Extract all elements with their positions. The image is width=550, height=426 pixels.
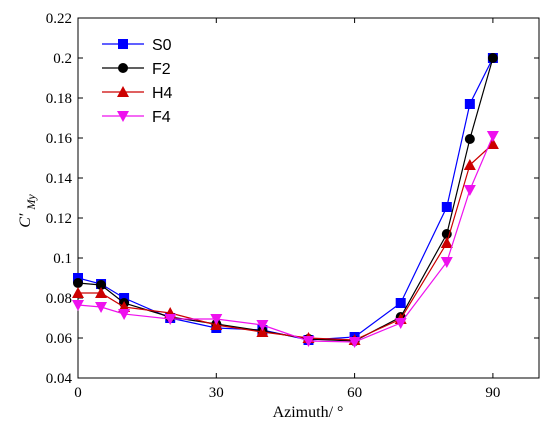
data-point-f4 xyxy=(256,320,269,331)
series-f4 xyxy=(72,131,499,348)
data-point-f4 xyxy=(348,337,361,348)
x-tick-label: 0 xyxy=(74,385,82,401)
axis-titles-group: Azimuth/ ° C′ My xyxy=(17,194,343,421)
data-point-s0 xyxy=(395,298,406,308)
y-tick-label: 0.22 xyxy=(46,11,72,27)
y-axis-title: C′ My xyxy=(17,194,38,228)
legend: S0 F2 H4 F4 xyxy=(102,37,173,126)
legend-marker-f4 xyxy=(117,111,129,122)
legend-item-s0: S0 xyxy=(102,37,172,54)
data-point-f4 xyxy=(486,131,499,142)
data-point-f4 xyxy=(95,302,108,313)
data-point-f4 xyxy=(463,185,476,196)
data-point-f4 xyxy=(302,336,315,347)
legend-item-f2: F2 xyxy=(102,61,171,78)
y-tick-label: 0.16 xyxy=(46,131,73,147)
tick-labels-group: 0 30 60 90 0.04 0.06 0.08 0.1 0.12 0.14 0.16 0.18 0.… xyxy=(46,11,501,401)
y-tick-label: 0.04 xyxy=(46,371,73,387)
data-point-f2 xyxy=(96,280,107,290)
y-tick-label: 0.12 xyxy=(46,211,72,227)
series-line-h4 xyxy=(78,143,494,341)
x-axis-title: Azimuth/ ° xyxy=(273,404,344,421)
x-tick-label: 60 xyxy=(347,385,362,401)
plot-frame xyxy=(77,17,540,379)
data-point-f4 xyxy=(164,314,177,325)
series-h4 xyxy=(72,138,499,345)
series-group xyxy=(72,53,499,348)
legend-marker-f2 xyxy=(118,63,128,73)
y-tick-label: 0.14 xyxy=(46,171,73,187)
data-point-s0 xyxy=(464,99,475,109)
data-point-f4 xyxy=(210,314,223,325)
data-point-h4 xyxy=(463,159,476,170)
data-point-h4 xyxy=(440,237,453,248)
y-axis-title-sub: My xyxy=(24,194,38,211)
data-point-f2 xyxy=(487,53,498,63)
x-tick-label: 90 xyxy=(485,385,500,401)
data-point-h4 xyxy=(95,287,108,298)
data-point-h4 xyxy=(72,287,84,298)
data-point-f4 xyxy=(394,318,407,329)
data-point-f4 xyxy=(440,257,453,268)
y-tick-label: 0.18 xyxy=(46,91,72,107)
legend-label: F4 xyxy=(152,109,171,126)
data-point-f2 xyxy=(73,278,83,288)
y-tick-label: 0.1 xyxy=(53,251,72,267)
legend-marker-h4 xyxy=(117,86,129,97)
data-point-s0 xyxy=(441,202,452,212)
x-tick-label: 30 xyxy=(209,385,224,401)
data-point-h4 xyxy=(486,138,499,149)
y-tick-label: 0.06 xyxy=(46,331,73,347)
legend-label: S0 xyxy=(152,37,172,54)
y-axis-title-main: C′ xyxy=(17,213,34,228)
legend-label: F2 xyxy=(152,61,171,78)
legend-item-h4: H4 xyxy=(102,85,173,102)
data-point-f4 xyxy=(118,309,131,320)
legend-item-f4: F4 xyxy=(102,109,171,126)
y-tick-label: 0.2 xyxy=(53,51,72,67)
data-point-f2 xyxy=(464,134,475,144)
data-point-h4 xyxy=(256,326,269,337)
legend-label: H4 xyxy=(152,85,173,102)
y-tick-label: 0.08 xyxy=(46,291,72,307)
data-point-f4 xyxy=(72,300,84,311)
legend-marker-s0 xyxy=(118,39,128,49)
